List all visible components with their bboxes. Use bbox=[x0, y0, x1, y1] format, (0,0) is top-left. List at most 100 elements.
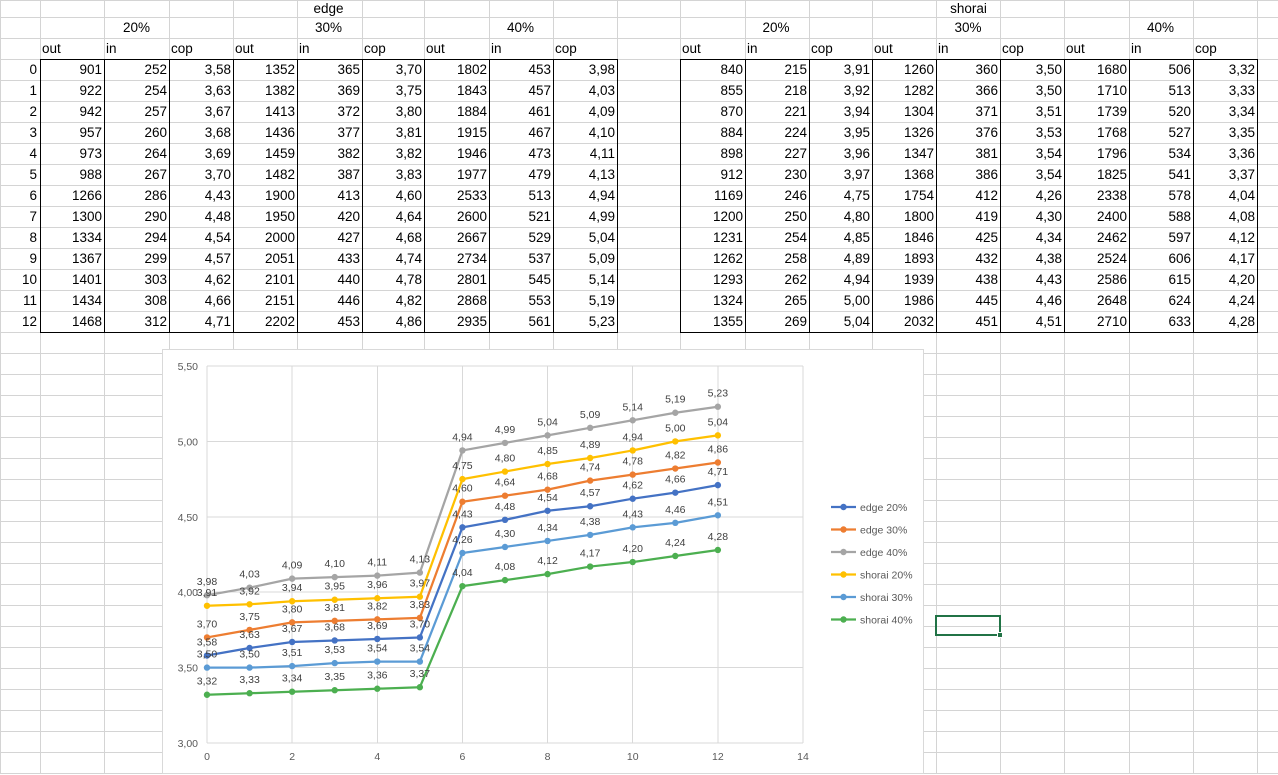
table-cell[interactable]: 3,50 bbox=[1035, 83, 1062, 98]
table-cell[interactable]: 2151 bbox=[264, 293, 295, 308]
table-cell[interactable]: 4,26 bbox=[1035, 188, 1062, 203]
table-cell[interactable]: 294 bbox=[144, 230, 167, 245]
column-header-in[interactable]: in bbox=[491, 41, 502, 56]
table-cell[interactable]: 438 bbox=[975, 272, 998, 287]
table-cell[interactable]: 3,96 bbox=[843, 146, 870, 161]
table-cell[interactable]: 506 bbox=[1168, 62, 1191, 77]
table-cell[interactable]: 606 bbox=[1168, 251, 1191, 266]
table-cell[interactable]: 4,66 bbox=[204, 293, 231, 308]
table-cell[interactable]: 942 bbox=[79, 104, 102, 119]
table-cell[interactable]: 957 bbox=[79, 125, 102, 140]
table-cell[interactable]: 254 bbox=[784, 230, 807, 245]
table-cell[interactable]: 901 bbox=[79, 62, 102, 77]
table-cell[interactable]: 413 bbox=[337, 188, 360, 203]
table-cell[interactable]: 453 bbox=[528, 62, 551, 77]
table-cell[interactable]: 227 bbox=[784, 146, 807, 161]
table-cell[interactable]: 521 bbox=[528, 209, 551, 224]
table-cell[interactable]: 5,14 bbox=[588, 272, 615, 287]
table-cell[interactable]: 3,35 bbox=[1228, 125, 1255, 140]
table-cell[interactable]: 4,34 bbox=[1035, 230, 1062, 245]
table-cell[interactable]: 1939 bbox=[903, 272, 934, 287]
row-index[interactable]: 5 bbox=[29, 167, 37, 182]
table-cell[interactable]: 1482 bbox=[264, 167, 295, 182]
group-header-edge[interactable]: edge bbox=[313, 1, 344, 16]
table-cell[interactable]: 4,94 bbox=[588, 188, 615, 203]
table-cell[interactable]: 265 bbox=[784, 293, 807, 308]
table-cell[interactable]: 1739 bbox=[1096, 104, 1127, 119]
table-cell[interactable]: 4,03 bbox=[588, 83, 615, 98]
table-cell[interactable]: 299 bbox=[144, 251, 167, 266]
table-cell[interactable]: 1893 bbox=[903, 251, 934, 266]
table-cell[interactable]: 3,94 bbox=[843, 104, 870, 119]
table-cell[interactable]: 3,98 bbox=[588, 62, 615, 77]
table-cell[interactable]: 2202 bbox=[264, 314, 295, 329]
column-header-out[interactable]: out bbox=[235, 41, 254, 56]
table-cell[interactable]: 382 bbox=[337, 146, 360, 161]
column-header-out[interactable]: out bbox=[874, 41, 893, 56]
table-cell[interactable]: 3,91 bbox=[843, 62, 870, 77]
table-cell[interactable]: 1231 bbox=[712, 230, 743, 245]
table-cell[interactable]: 2935 bbox=[456, 314, 487, 329]
table-cell[interactable]: 2648 bbox=[1096, 293, 1127, 308]
fill-handle[interactable] bbox=[997, 632, 1003, 638]
table-cell[interactable]: 4,08 bbox=[1228, 209, 1255, 224]
table-cell[interactable]: 513 bbox=[1168, 83, 1191, 98]
table-cell[interactable]: 3,70 bbox=[395, 62, 422, 77]
table-cell[interactable]: 3,54 bbox=[1035, 146, 1062, 161]
table-cell[interactable]: 420 bbox=[337, 209, 360, 224]
column-header-cop[interactable]: cop bbox=[364, 41, 386, 56]
table-cell[interactable]: 1800 bbox=[903, 209, 934, 224]
table-cell[interactable]: 527 bbox=[1168, 125, 1191, 140]
table-cell[interactable]: 4,62 bbox=[204, 272, 231, 287]
table-cell[interactable]: 377 bbox=[337, 125, 360, 140]
table-cell[interactable]: 513 bbox=[528, 188, 551, 203]
table-cell[interactable]: 4,30 bbox=[1035, 209, 1062, 224]
column-header-cop[interactable]: cop bbox=[171, 41, 193, 56]
table-cell[interactable]: 1754 bbox=[903, 188, 934, 203]
table-cell[interactable]: 1401 bbox=[71, 272, 102, 287]
table-cell[interactable]: 1459 bbox=[264, 146, 295, 161]
table-cell[interactable]: 372 bbox=[337, 104, 360, 119]
table-cell[interactable]: 1915 bbox=[456, 125, 487, 140]
table-cell[interactable]: 3,70 bbox=[204, 167, 231, 182]
table-cell[interactable]: 4,46 bbox=[1035, 293, 1062, 308]
column-header-cop[interactable]: cop bbox=[1195, 41, 1217, 56]
percent-header-shorai-30pct[interactable]: 30% bbox=[954, 20, 982, 35]
table-cell[interactable]: 1169 bbox=[713, 188, 743, 203]
group-header-shorai[interactable]: shorai bbox=[950, 1, 987, 16]
table-cell[interactable]: 3,51 bbox=[1035, 104, 1062, 119]
column-header-cop[interactable]: cop bbox=[1002, 41, 1024, 56]
column-header-cop[interactable]: cop bbox=[811, 41, 833, 56]
table-cell[interactable]: 3,37 bbox=[1228, 167, 1255, 182]
table-cell[interactable]: 3,81 bbox=[395, 125, 422, 140]
table-cell[interactable]: 4,48 bbox=[204, 209, 231, 224]
table-cell[interactable]: 4,38 bbox=[1035, 251, 1062, 266]
table-cell[interactable]: 4,80 bbox=[843, 209, 870, 224]
table-cell[interactable]: 254 bbox=[144, 83, 167, 98]
table-cell[interactable]: 453 bbox=[337, 314, 360, 329]
table-cell[interactable]: 2734 bbox=[456, 251, 487, 266]
table-cell[interactable]: 250 bbox=[784, 209, 807, 224]
table-cell[interactable]: 1436 bbox=[264, 125, 295, 140]
table-cell[interactable]: 534 bbox=[1168, 146, 1191, 161]
table-cell[interactable]: 4,94 bbox=[843, 272, 870, 287]
table-cell[interactable]: 633 bbox=[1168, 314, 1191, 329]
table-cell[interactable]: 3,69 bbox=[204, 146, 231, 161]
table-cell[interactable]: 4,74 bbox=[395, 251, 422, 266]
table-cell[interactable]: 4,12 bbox=[1228, 230, 1255, 245]
table-cell[interactable]: 3,63 bbox=[204, 83, 231, 98]
table-cell[interactable]: 312 bbox=[144, 314, 167, 329]
table-cell[interactable]: 3,68 bbox=[204, 125, 231, 140]
table-cell[interactable]: 1710 bbox=[1096, 83, 1127, 98]
table-cell[interactable]: 884 bbox=[720, 125, 743, 140]
table-cell[interactable]: 4,43 bbox=[1035, 272, 1062, 287]
table-cell[interactable]: 262 bbox=[784, 272, 807, 287]
table-cell[interactable]: 1884 bbox=[456, 104, 487, 119]
percent-header-edge-30pct[interactable]: 30% bbox=[314, 20, 343, 35]
table-cell[interactable]: 1825 bbox=[1096, 167, 1127, 182]
column-header-out[interactable]: out bbox=[42, 41, 61, 56]
table-cell[interactable]: 3,36 bbox=[1228, 146, 1255, 161]
table-cell[interactable]: 360 bbox=[975, 62, 998, 77]
table-cell[interactable]: 561 bbox=[528, 314, 551, 329]
table-cell[interactable]: 264 bbox=[144, 146, 167, 161]
